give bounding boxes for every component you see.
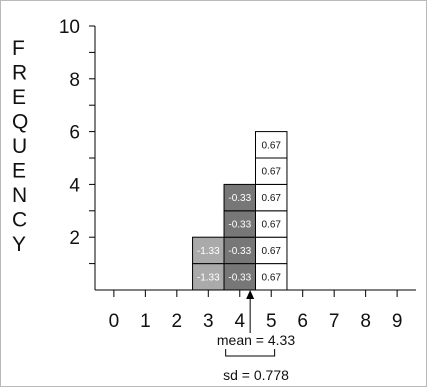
bar-cell	[255, 131, 288, 159]
x-tick-label: 9	[392, 311, 403, 332]
mean-label: mean = 4.33	[217, 332, 295, 348]
y-tick-label: 2	[69, 228, 80, 249]
bar-cell-label: 0.67	[262, 193, 282, 204]
bar-cell	[223, 183, 257, 212]
sd-bracket	[225, 349, 276, 357]
x-tick-label: 8	[360, 311, 371, 332]
y-tick-label: 4	[69, 175, 80, 196]
bar-cell-label: 0.67	[262, 167, 282, 178]
x-tick-label: 3	[203, 311, 214, 332]
x-tick-label: 2	[172, 311, 183, 332]
bar-cell	[255, 236, 288, 265]
mean-arrow-icon	[246, 290, 255, 299]
bar-cell-label: -0.33	[228, 272, 251, 283]
y-tick-label: 8	[69, 70, 80, 91]
bar-cell-label: -0.33	[228, 220, 251, 231]
stats: mean = 4.33 sd = 0.778	[217, 290, 295, 383]
bar-cell-label: -1.33	[197, 246, 220, 257]
x-tick-label: 1	[140, 311, 151, 332]
y-tick-label: 6	[69, 123, 80, 144]
y-axis-label-letter: E	[12, 86, 26, 109]
bar-cell-label: 0.67	[262, 220, 282, 231]
bar-cell	[192, 236, 225, 265]
x-tick-label: 4	[234, 311, 245, 332]
x-tick-label: 6	[297, 311, 308, 332]
x-tick-label: 5	[266, 311, 277, 332]
bar-cell-label: 0.67	[262, 272, 282, 283]
bar-cell-label: -1.33	[197, 272, 220, 283]
bar-cell	[255, 157, 288, 185]
x-tick-label: 7	[329, 311, 340, 332]
bar-cell-label: -0.33	[228, 193, 251, 204]
bar-cell	[255, 183, 288, 212]
y-axis-label-letter: R	[12, 62, 27, 85]
bar-cell-label: -0.33	[228, 246, 251, 257]
bar-cell	[223, 210, 257, 238]
y-axis-label-letter: N	[12, 184, 27, 207]
y-axis-label-letter: Q	[12, 111, 28, 134]
y-axis-label-letter: U	[12, 135, 27, 158]
y-axis-label-letter: E	[12, 160, 26, 183]
y-tick-label: 10	[59, 17, 80, 38]
y-ticks: 2 4 6 8 10	[59, 17, 95, 265]
y-axis-label-letter: Y	[12, 233, 26, 256]
sd-label: sd = 0.778	[223, 367, 289, 383]
x-tick-label: 0	[109, 311, 120, 332]
bar-cell-label: 0.67	[262, 246, 282, 257]
y-axis-label-letter: F	[12, 37, 25, 60]
bar-cell-label: 0.67	[262, 140, 282, 151]
y-axis-label-letter: C	[12, 209, 27, 232]
bars: -1.33 -1.33 -0.33 -0.33 -0.33 -0.33 0.67 0.67 0.…	[192, 131, 288, 291]
